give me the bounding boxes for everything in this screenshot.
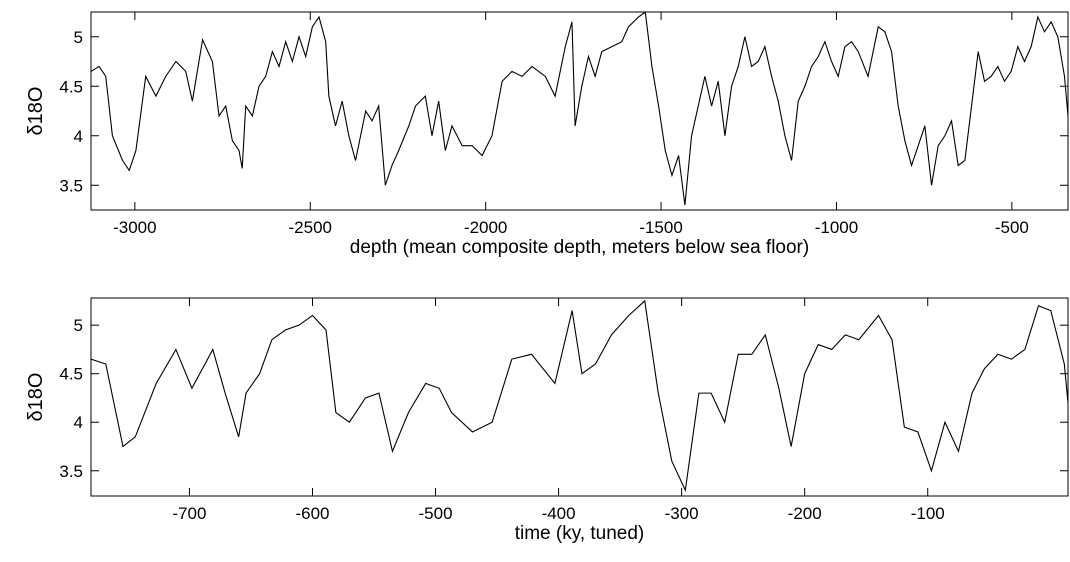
y-tick-label: 5 bbox=[74, 28, 83, 47]
x-tick-label: -200 bbox=[788, 504, 822, 523]
x-tick-label: -100 bbox=[911, 504, 945, 523]
y-tick-label: 5 bbox=[74, 316, 83, 335]
x-tick-label: -400 bbox=[542, 504, 576, 523]
x-tick-label: -500 bbox=[995, 218, 1029, 237]
x-tick-label: -700 bbox=[172, 504, 206, 523]
y-axis-label: δ18O bbox=[25, 373, 47, 422]
x-tick-label: -1000 bbox=[815, 218, 858, 237]
y-tick-label: 3.5 bbox=[59, 176, 83, 195]
x-tick-label: -3000 bbox=[113, 218, 156, 237]
x-tick-label: -300 bbox=[665, 504, 699, 523]
subplot: 3.5 4 4.5 5 -700 -600 -500 -400 -300 -200 -100 time… bbox=[25, 297, 1069, 544]
y-tick-label: 4.5 bbox=[59, 365, 83, 384]
plot-frame bbox=[90, 297, 1069, 497]
x-axis-label: depth (mean composite depth, meters belo… bbox=[350, 237, 809, 258]
x-axis-label: time (ky, tuned) bbox=[515, 523, 645, 544]
data-line bbox=[91, 299, 1068, 493]
y-tick-label: 4 bbox=[74, 413, 83, 432]
x-tick-label: -1500 bbox=[639, 218, 682, 237]
y-tick-label: 4 bbox=[74, 127, 83, 146]
x-tick-label: -2500 bbox=[289, 218, 332, 237]
x-tick-label: -500 bbox=[419, 504, 453, 523]
y-tick-label: 3.5 bbox=[59, 462, 83, 481]
y-tick-label: 4.5 bbox=[59, 77, 83, 96]
y-axis-label: δ18O bbox=[25, 87, 47, 136]
subplot: 3.5 4 4.5 5 -3000 -2500 -2000 -1500 -1000 -500 dep… bbox=[25, 11, 1069, 258]
data-line bbox=[91, 12, 1068, 206]
plot-frame bbox=[90, 11, 1069, 211]
x-tick-label: -2000 bbox=[464, 218, 507, 237]
x-tick-label: -600 bbox=[295, 504, 329, 523]
